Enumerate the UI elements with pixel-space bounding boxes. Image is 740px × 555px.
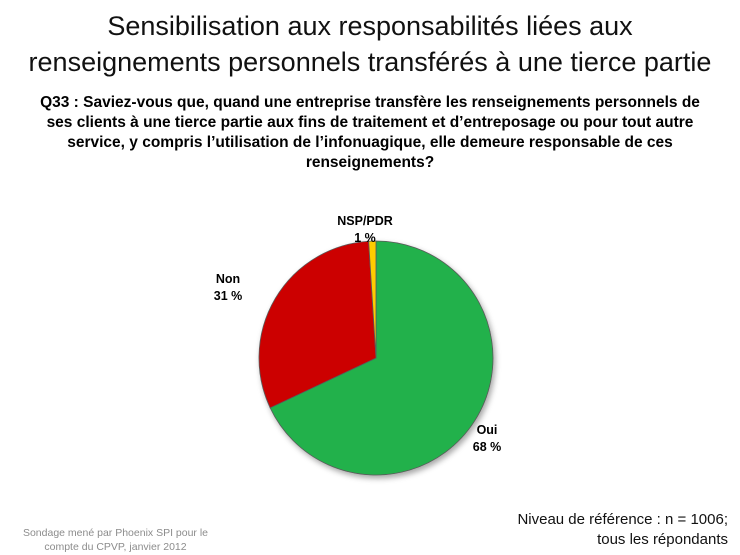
label-nsp-name: NSP/PDR xyxy=(337,214,393,228)
label-oui: Oui 68 % xyxy=(452,422,522,456)
base-line-1: Niveau de référence : n = 1006; xyxy=(517,511,728,528)
label-oui-value: 68 % xyxy=(472,440,502,454)
title-line-1: Sensibilisation aux responsabilités liée… xyxy=(107,11,633,41)
base-note: Niveau de référence : n = 1006; tous les… xyxy=(428,510,728,550)
source-line-1: Sondage mené par Phoenix SPI pour le xyxy=(22,527,209,539)
pie-slice-non xyxy=(258,240,377,409)
survey-question: Q33 : Saviez-vous que, quand une entrepr… xyxy=(28,93,712,173)
title-line-2: renseignements personnels transférés à u… xyxy=(28,47,712,77)
label-non-name: Non xyxy=(215,272,241,286)
chart-title: Sensibilisation aux responsabilités liée… xyxy=(0,8,740,80)
label-non-value: 31 % xyxy=(213,289,243,303)
source-line-2: compte du CPVP, janvier 2012 xyxy=(44,541,187,553)
question-line-3: service, y compris l’utilisation de l’in… xyxy=(67,134,673,151)
pie-slice-oui xyxy=(269,240,494,476)
label-non: Non 31 % xyxy=(198,271,258,305)
label-nsp: NSP/PDR 1 % xyxy=(325,213,405,247)
question-line-4: renseignements? xyxy=(305,154,435,171)
label-oui-name: Oui xyxy=(476,423,498,437)
question-line-1: Q33 : Saviez-vous que, quand une entrepr… xyxy=(40,94,700,111)
source-note: Sondage mené par Phoenix SPI pour le com… xyxy=(8,526,223,554)
base-line-2: tous les répondants xyxy=(597,531,728,548)
question-line-2: ses clients à une tierce partie aux fins… xyxy=(46,114,694,131)
label-nsp-value: 1 % xyxy=(354,231,376,245)
pie-slice-nsp-pdr xyxy=(368,240,377,359)
